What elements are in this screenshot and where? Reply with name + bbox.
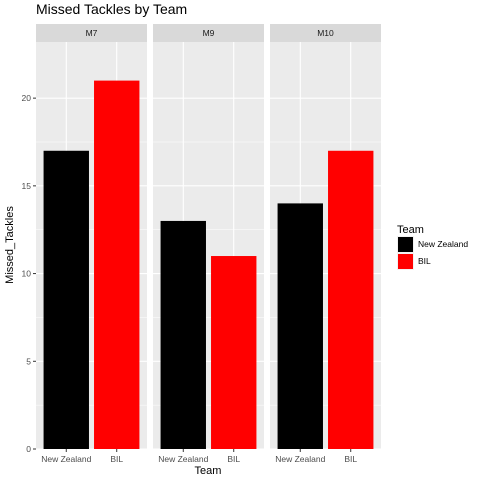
facet-m9: M9 New Zealand BIL xyxy=(153,24,264,464)
legend-key xyxy=(398,254,413,269)
facet-strip-label: M7 xyxy=(86,28,98,38)
chart-title: Missed Tackles by Team xyxy=(36,1,187,17)
bar-new-zealand xyxy=(277,203,323,449)
x-tick-label: New Zealand xyxy=(41,454,91,464)
x-tick-label: New Zealand xyxy=(158,454,208,464)
legend-label: BIL xyxy=(418,256,431,266)
y-tick-label: 15 xyxy=(22,181,32,191)
bar-new-zealand xyxy=(43,150,89,449)
bar-bil xyxy=(211,256,257,449)
y-tick-label: 20 xyxy=(22,93,32,103)
bar-bil xyxy=(94,80,140,450)
facet-strip-label: M10 xyxy=(317,28,334,38)
x-axis-title: Team xyxy=(195,465,222,477)
facet-m10: M10 New Zealand BIL xyxy=(270,24,381,464)
y-axis-title: Missed_Tackles xyxy=(4,206,16,284)
legend-key xyxy=(398,237,413,252)
facet-strip-label: M9 xyxy=(203,28,215,38)
facet-panels: M7 New Zealand BIL M9 New Zealand BIL M10 New Z… xyxy=(22,24,381,464)
x-tick-label: BIL xyxy=(344,454,357,464)
bar-bil xyxy=(328,150,374,449)
facet-m7: M7 New Zealand BIL xyxy=(36,24,147,464)
legend: Team New Zealand BIL xyxy=(397,224,468,270)
facet-strip xyxy=(153,24,264,42)
legend-label: New Zealand xyxy=(418,239,468,249)
y-tick-label: 10 xyxy=(22,269,32,279)
facet-strip xyxy=(36,24,147,42)
x-tick-label: BIL xyxy=(227,454,240,464)
y-tick-label: 5 xyxy=(26,356,31,366)
x-tick-label: BIL xyxy=(110,454,123,464)
facet-strip xyxy=(270,24,381,42)
x-tick-label: New Zealand xyxy=(275,454,325,464)
bar-new-zealand xyxy=(160,220,206,449)
y-tick-label: 0 xyxy=(26,444,31,454)
y-axis: 0 5 10 15 20 xyxy=(22,93,36,454)
legend-title: Team xyxy=(397,224,424,236)
